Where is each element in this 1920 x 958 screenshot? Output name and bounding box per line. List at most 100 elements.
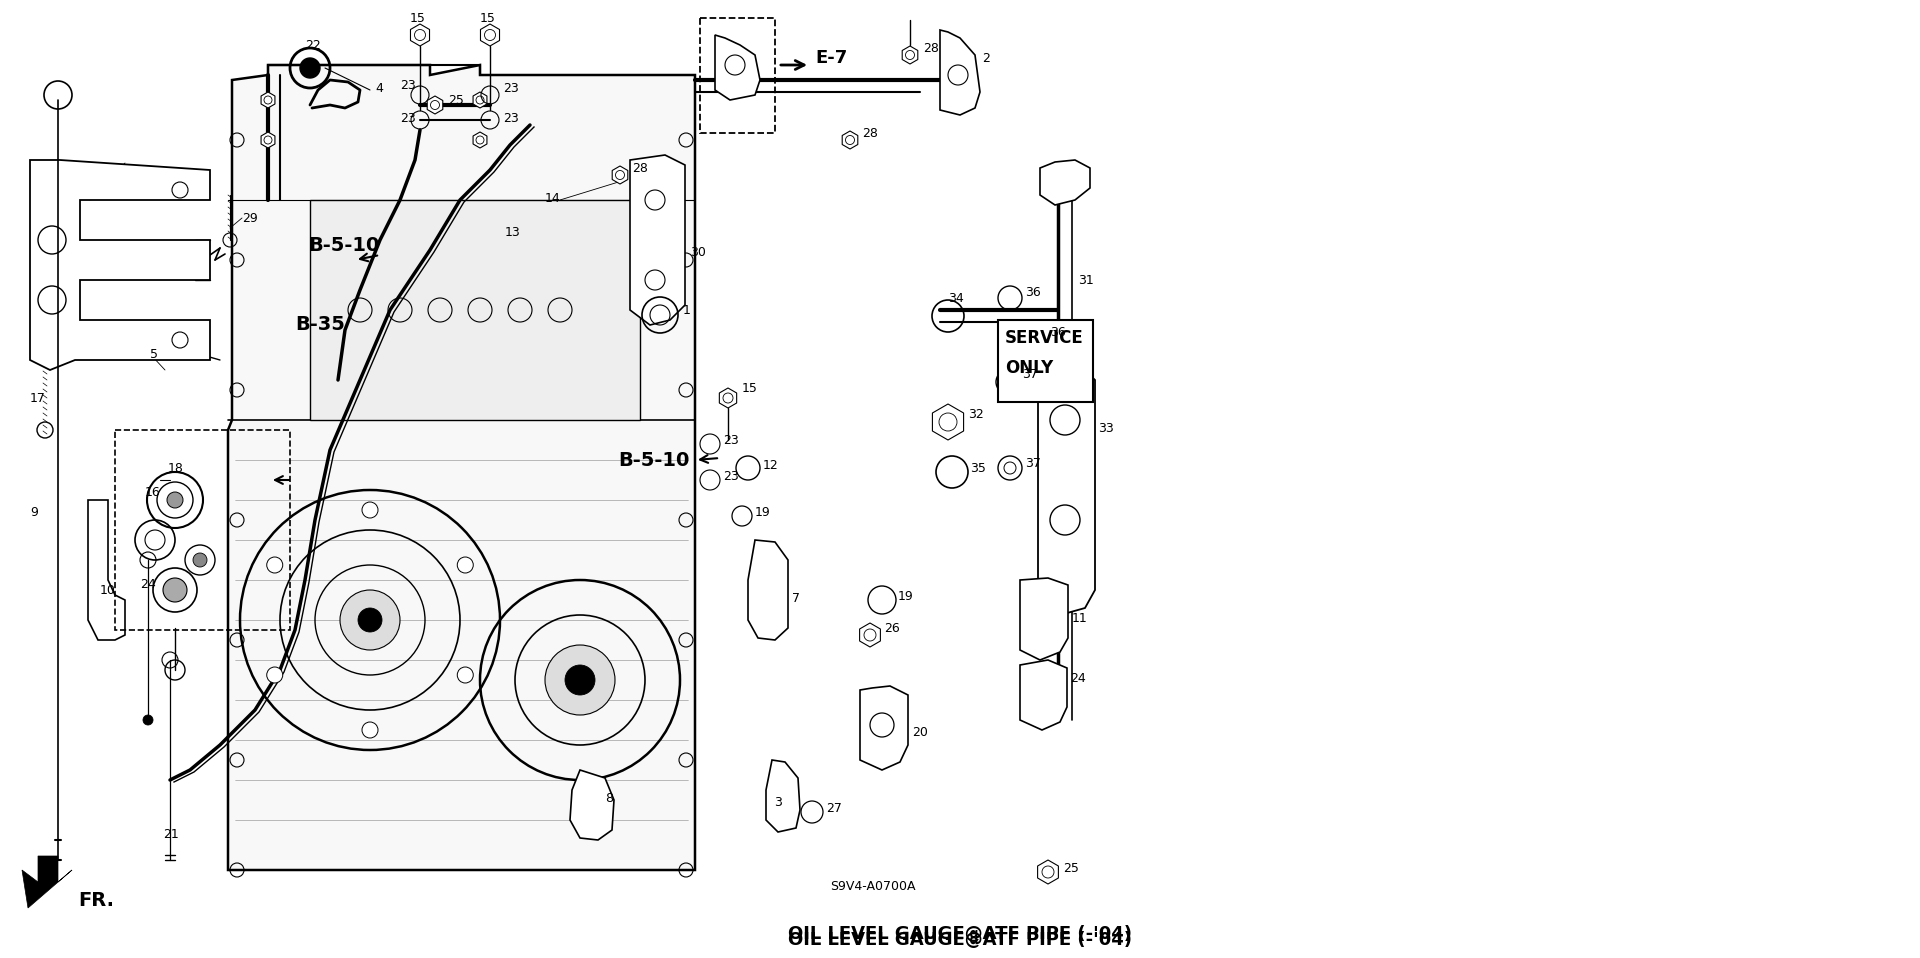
Polygon shape [1020,660,1068,730]
Text: 23: 23 [399,79,417,92]
Text: 27: 27 [826,802,841,814]
Text: 28: 28 [862,126,877,140]
Text: 30: 30 [689,245,707,259]
Text: 4: 4 [374,81,382,95]
Polygon shape [411,24,430,46]
Text: 10: 10 [100,583,115,597]
Text: 15: 15 [741,381,758,395]
Polygon shape [428,96,444,114]
Polygon shape [228,65,695,870]
Text: 7: 7 [791,591,801,604]
Text: 20: 20 [912,725,927,739]
Text: FR.: FR. [79,891,113,909]
Polygon shape [843,131,858,149]
Text: SERVICE: SERVICE [1004,329,1083,347]
Polygon shape [21,856,73,908]
Text: 23: 23 [724,434,739,446]
Text: 31: 31 [1077,273,1094,286]
Bar [701,18,776,133]
Polygon shape [766,760,801,832]
Circle shape [142,715,154,725]
Text: 23: 23 [724,469,739,483]
Polygon shape [630,155,685,325]
Text: 2: 2 [981,52,991,64]
Text: 24: 24 [1069,672,1085,685]
Text: 5: 5 [150,349,157,361]
Circle shape [363,722,378,738]
Text: 29: 29 [242,212,257,224]
Circle shape [564,665,595,695]
Polygon shape [612,166,628,184]
Text: 34: 34 [948,291,964,305]
Text: 24: 24 [140,579,156,591]
Text: 15: 15 [480,11,495,25]
Text: 37: 37 [1025,457,1041,469]
Text: 19: 19 [755,506,770,518]
Polygon shape [860,686,908,770]
Text: 37: 37 [1021,369,1039,381]
Text: 19: 19 [899,589,914,603]
Text: B-5-10: B-5-10 [618,450,689,469]
Text: B-5-10: B-5-10 [307,236,380,255]
Text: 18: 18 [169,462,184,474]
Polygon shape [714,35,760,100]
Text: 16: 16 [146,486,161,498]
Bar [998,320,1092,402]
Text: 12: 12 [762,459,780,471]
Circle shape [457,557,472,573]
Polygon shape [941,30,979,115]
Text: 17: 17 [31,392,46,404]
Text: 28: 28 [632,162,647,174]
Text: 13: 13 [505,225,520,239]
Polygon shape [902,46,918,64]
Text: 25: 25 [447,94,465,106]
Text: 1: 1 [684,304,691,316]
Text: 21: 21 [163,829,179,841]
Text: OIL LEVEL GAUGE@ATF PIPE (-'04): OIL LEVEL GAUGE@ATF PIPE (-'04) [787,931,1133,949]
Polygon shape [1037,860,1058,884]
Text: B-35: B-35 [296,315,346,334]
Text: 15: 15 [411,11,426,25]
Text: 33: 33 [1098,422,1114,435]
Circle shape [267,557,282,573]
Text: 14: 14 [545,192,561,204]
Polygon shape [749,540,787,640]
Polygon shape [261,92,275,108]
Circle shape [545,645,614,715]
Circle shape [340,590,399,650]
Text: E-7: E-7 [814,49,847,67]
Text: 26: 26 [883,622,900,634]
Bar [115,430,290,630]
Text: 36: 36 [1050,327,1066,339]
Circle shape [363,502,378,518]
Circle shape [267,667,282,683]
Circle shape [457,667,472,683]
Text: 8: 8 [605,791,612,805]
Polygon shape [88,500,125,640]
Text: ONLY: ONLY [1004,359,1054,377]
Text: 35: 35 [970,462,985,474]
Polygon shape [31,160,209,370]
Text: 28: 28 [924,41,939,55]
Bar [309,200,639,420]
Text: 32: 32 [968,408,983,422]
Text: 23: 23 [399,111,417,125]
Polygon shape [720,388,737,408]
Polygon shape [472,132,488,148]
Circle shape [357,608,382,632]
Circle shape [163,578,186,602]
Text: 25: 25 [1064,861,1079,875]
Text: 23: 23 [503,111,518,125]
Circle shape [300,58,321,78]
Circle shape [167,492,182,508]
Polygon shape [1041,160,1091,205]
Polygon shape [1020,578,1068,660]
Text: OIL LEVEL GAUGE@ATF PIPE (-'04): OIL LEVEL GAUGE@ATF PIPE (-'04) [787,924,1133,943]
Polygon shape [1039,360,1094,615]
Text: 23: 23 [503,81,518,95]
Text: 11: 11 [1071,611,1089,625]
Text: S9V4-A0700A: S9V4-A0700A [829,879,916,893]
Polygon shape [860,623,881,647]
Polygon shape [933,404,964,440]
Text: 3: 3 [774,795,781,809]
